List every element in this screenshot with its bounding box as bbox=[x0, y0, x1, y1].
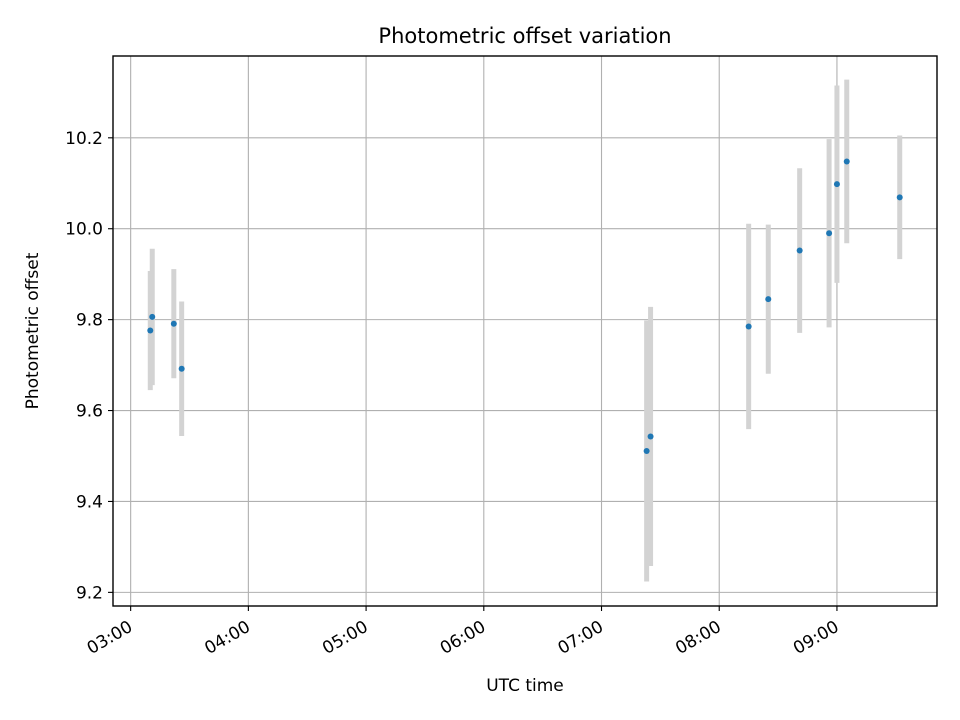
data-point bbox=[765, 296, 772, 303]
data-point bbox=[826, 230, 833, 237]
data-point bbox=[647, 433, 654, 440]
data-point bbox=[745, 323, 752, 330]
y-axis-label: Photometric offset bbox=[23, 252, 43, 409]
data-point bbox=[796, 247, 803, 254]
grid bbox=[113, 56, 937, 606]
data-point bbox=[149, 313, 156, 320]
y-tick-label: 9.6 bbox=[76, 402, 103, 422]
data-point bbox=[178, 365, 185, 372]
y-tick-label: 10.0 bbox=[65, 220, 103, 240]
data-point bbox=[896, 194, 903, 201]
y-tick-label: 9.2 bbox=[76, 583, 103, 603]
data-point bbox=[147, 327, 154, 334]
x-axis-label: UTC time bbox=[486, 676, 564, 696]
y-tick-label: 9.4 bbox=[76, 492, 103, 512]
data-points bbox=[147, 158, 903, 454]
y-tick-label: 9.8 bbox=[76, 311, 103, 331]
plot-area-frame bbox=[112, 55, 938, 607]
data-point bbox=[643, 448, 650, 454]
y-tick-label: 10.2 bbox=[65, 129, 103, 149]
data-point bbox=[843, 158, 850, 165]
data-point bbox=[833, 181, 840, 188]
chart-title: Photometric offset variation bbox=[378, 24, 671, 48]
data-point bbox=[170, 320, 177, 327]
